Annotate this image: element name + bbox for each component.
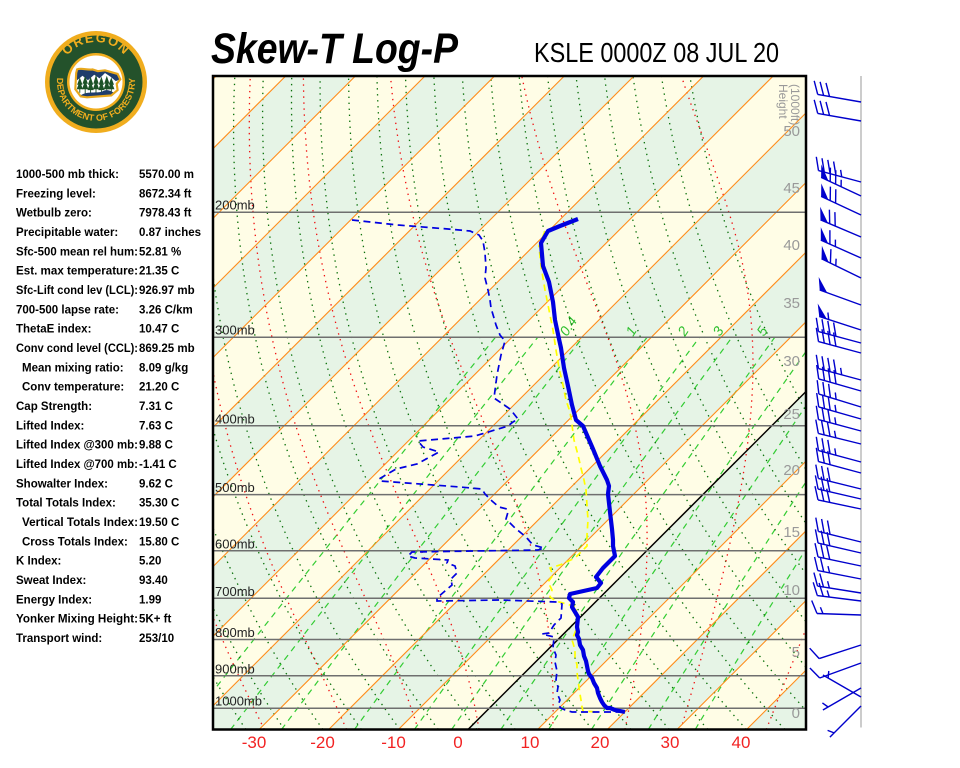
svg-text:Conv temperature:: Conv temperature: [22, 382, 124, 394]
svg-text:93.40: 93.40 [139, 575, 168, 587]
svg-text:40: 40 [732, 733, 751, 752]
svg-text:800mb: 800mb [215, 625, 255, 640]
svg-text:1000-500 mb thick:: 1000-500 mb thick: [16, 169, 119, 181]
svg-text:0.87 inches: 0.87 inches [139, 227, 201, 239]
svg-text:Height: Height [776, 84, 790, 119]
svg-text:Sfc-500 mean rel hum:: Sfc-500 mean rel hum: [16, 246, 138, 258]
svg-text:Total Totals Index:: Total Totals Index: [16, 498, 116, 510]
svg-text:Est. max temperature:: Est. max temperature: [16, 266, 138, 278]
svg-text:Cap Strength:: Cap Strength: [16, 401, 92, 413]
svg-text:10: 10 [783, 582, 800, 599]
svg-text:Lifted Index @700 mb:: Lifted Index @700 mb: [16, 459, 138, 471]
svg-text:Energy Index:: Energy Index: [16, 594, 92, 606]
svg-text:9.62 C: 9.62 C [139, 478, 173, 490]
svg-text:900mb: 900mb [215, 661, 255, 676]
svg-text:Skew-T Log-P: Skew-T Log-P [211, 25, 458, 73]
svg-text:5: 5 [792, 644, 800, 661]
svg-text:Transport wind:: Transport wind: [16, 633, 102, 645]
svg-text:Yonker Mixing Height:: Yonker Mixing Height: [16, 614, 138, 626]
svg-text:40: 40 [783, 237, 800, 254]
svg-text:10: 10 [521, 733, 540, 752]
svg-text:1000mb: 1000mb [215, 694, 262, 709]
svg-text:35.30 C: 35.30 C [139, 498, 179, 510]
svg-text:Cross Totals Index:: Cross Totals Index: [22, 536, 128, 548]
svg-text:21.35 C: 21.35 C [139, 266, 179, 278]
svg-text:ThetaE index:: ThetaE index: [16, 324, 91, 336]
svg-text:7.31 C: 7.31 C [139, 401, 173, 413]
svg-text:200mb: 200mb [215, 198, 255, 213]
svg-text:20: 20 [591, 733, 610, 752]
svg-text:30: 30 [661, 733, 680, 752]
svg-text:5570.00 m: 5570.00 m [139, 169, 194, 181]
svg-text:KSLE 0000Z 08 JUL 20: KSLE 0000Z 08 JUL 20 [534, 37, 779, 68]
svg-text:700-500 lapse rate:: 700-500 lapse rate: [16, 304, 119, 316]
svg-text:21.20 C: 21.20 C [139, 382, 179, 394]
svg-text:10.47 C: 10.47 C [139, 324, 179, 336]
svg-text:3.26 C/km: 3.26 C/km [139, 304, 193, 316]
svg-text:52.81 %: 52.81 % [139, 246, 181, 258]
svg-text:1.99: 1.99 [139, 594, 161, 606]
svg-text:20: 20 [783, 462, 800, 479]
svg-text:Wetbulb zero:: Wetbulb zero: [16, 208, 92, 220]
svg-text:15.80 C: 15.80 C [139, 536, 179, 548]
svg-text:869.25 mb: 869.25 mb [139, 343, 195, 355]
svg-text:500mb: 500mb [215, 480, 255, 495]
svg-text:Showalter Index:: Showalter Index: [16, 478, 108, 490]
svg-text:Conv cond level (CCL):: Conv cond level (CCL): [16, 343, 138, 355]
svg-text:600mb: 600mb [215, 536, 255, 551]
svg-text:0: 0 [792, 705, 800, 722]
svg-text:30: 30 [783, 353, 800, 370]
svg-text:5K+ ft: 5K+ ft [139, 614, 171, 626]
svg-text:7978.43 ft: 7978.43 ft [139, 208, 192, 220]
svg-text:Mean mixing ratio:: Mean mixing ratio: [22, 362, 124, 374]
svg-text:Sweat Index:: Sweat Index: [16, 575, 86, 587]
svg-text:700mb: 700mb [215, 584, 255, 599]
svg-text:50: 50 [783, 123, 800, 140]
svg-text:0: 0 [453, 733, 462, 752]
svg-text:Lifted Index @300 mb:: Lifted Index @300 mb: [16, 440, 138, 452]
svg-text:-10: -10 [381, 733, 406, 752]
svg-text:-30: -30 [242, 733, 267, 752]
svg-text:300mb: 300mb [215, 323, 255, 338]
svg-text:9.88 C: 9.88 C [139, 440, 173, 452]
svg-text:Sfc-Lift cond lev (LCL):: Sfc-Lift cond lev (LCL): [16, 285, 138, 297]
svg-text:35: 35 [783, 295, 800, 312]
svg-text:926.97 mb: 926.97 mb [139, 285, 195, 297]
svg-text:8672.34 ft: 8672.34 ft [139, 188, 192, 200]
svg-text:(1000ft): (1000ft) [788, 84, 802, 125]
svg-text:400mb: 400mb [215, 411, 255, 426]
svg-text:253/10: 253/10 [139, 633, 174, 645]
svg-text:-1.41 C: -1.41 C [139, 459, 177, 471]
svg-text:25: 25 [783, 406, 800, 423]
svg-text:7.63 C: 7.63 C [139, 420, 173, 432]
svg-text:5.20: 5.20 [139, 556, 161, 568]
svg-text:15: 15 [783, 524, 800, 541]
svg-text:Freezing level:: Freezing level: [16, 188, 96, 200]
svg-text:-20: -20 [310, 733, 335, 752]
svg-text:45: 45 [783, 180, 800, 197]
svg-text:K Index:: K Index: [16, 556, 61, 568]
svg-text:Vertical Totals Index:: Vertical Totals Index: [22, 517, 138, 529]
svg-text:8.09 g/kg: 8.09 g/kg [139, 362, 188, 374]
svg-text:Lifted Index:: Lifted Index: [16, 420, 84, 432]
svg-text:Precipitable water:: Precipitable water: [16, 227, 118, 239]
svg-text:19.50 C: 19.50 C [139, 517, 179, 529]
